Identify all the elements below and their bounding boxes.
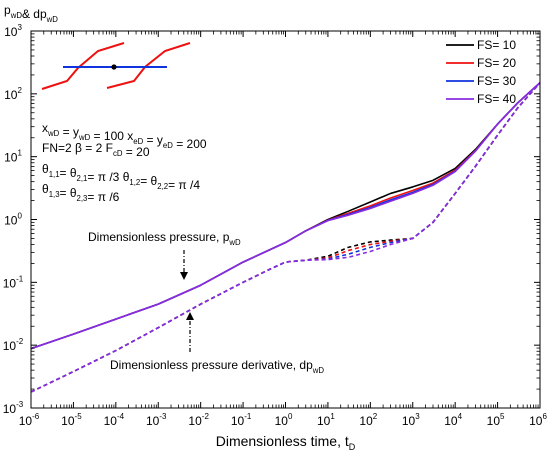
legend-label: FS= 10 — [477, 38, 516, 52]
fracture-schematic — [41, 42, 191, 90]
legend-label: FS= 20 — [477, 56, 516, 70]
param-line: θ1,1= θ2,1= π /3 θ1,2= θ2,2= π /4 — [42, 162, 200, 192]
legend-label: FS= 30 — [477, 74, 516, 88]
axis-ticks — [30, 30, 541, 409]
x-tick-label: 10-4 — [104, 412, 125, 428]
x-tick-label: 10-1 — [231, 412, 252, 428]
legend: FS= 10 FS= 20 FS= 30 FS= 40 — [446, 38, 516, 106]
y-axis-title: pwD& dpwD — [4, 3, 58, 24]
y-axis-label: pwD& dpwD — [4, 3, 58, 24]
y-tick-label: 10-2 — [3, 337, 24, 353]
x-axis-title: Dimensionless time, tD — [216, 433, 356, 452]
y-tick-label: 102 — [4, 86, 22, 102]
x-tick-label: 105 — [487, 412, 505, 428]
x-tick-label: 100 — [275, 412, 293, 428]
well-point — [111, 64, 117, 70]
derivative-annotation: Dimensionless pressure derivative, dpwD — [110, 358, 324, 375]
x-tick-label: 10-5 — [61, 412, 82, 428]
param-line: θ1,3= θ2,3= π /6 — [42, 182, 120, 204]
pressure-annotation: Dimensionless pressure, pwD — [88, 230, 241, 247]
x-tick-label: 10-6 — [19, 412, 40, 428]
y-tick-label: 100 — [4, 212, 22, 228]
x-axis-label: Dimensionless time, tD — [216, 433, 356, 452]
legend-label: FS= 40 — [477, 92, 516, 106]
x-tick-label: 106 — [529, 412, 547, 428]
x-tick-label: 101 — [317, 412, 335, 428]
x-tick-label: 10-3 — [146, 412, 167, 428]
y-tick-label: 101 — [4, 149, 22, 165]
param-line: xwD = ywD = 100 xeD = yeD = 200 — [42, 121, 207, 151]
y-tick-label: 103 — [4, 23, 22, 39]
plot-marks — [30, 82, 541, 393]
x-tick-label: 103 — [402, 412, 420, 428]
x-tick-label: 104 — [444, 412, 462, 428]
tick-labels: 10-6 10-5 10-4 10-3 10-2 10-1 100 101 102 103 104 1… — [3, 23, 548, 428]
x-tick-label: 102 — [359, 412, 377, 428]
derivative-arrowhead — [186, 312, 194, 320]
param-line: FN=2 β = 2 FcD = 20 — [42, 141, 150, 159]
pressure-arrowhead — [180, 272, 188, 280]
y-tick-label: 10-3 — [3, 400, 24, 416]
series-4-derivative-line — [30, 82, 541, 393]
x-tick-label: 10-2 — [188, 412, 209, 428]
y-tick-label: 10-1 — [3, 274, 24, 290]
curve-annotations: Dimensionless pressure, pwD Dimensionless… — [88, 230, 324, 375]
series-4-pressure-line — [30, 82, 541, 350]
